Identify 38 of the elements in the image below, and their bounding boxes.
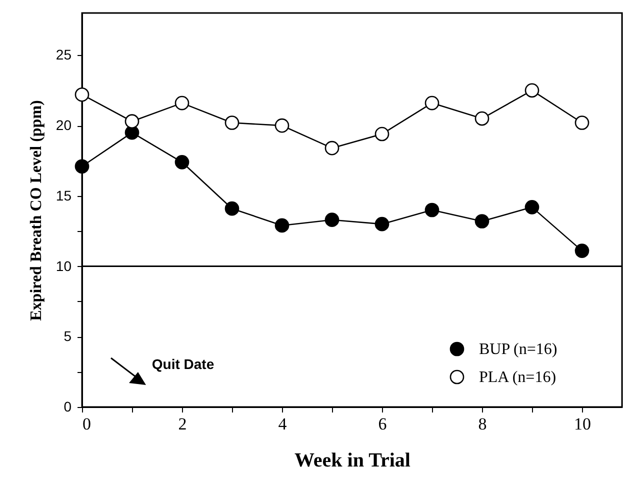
point bbox=[524, 83, 540, 98]
x-tick-label: 4 bbox=[278, 414, 288, 434]
x-tick-label: 2 bbox=[178, 414, 187, 434]
y-tick-label: 20 bbox=[56, 117, 72, 134]
point bbox=[474, 214, 490, 228]
x-tick-label: 10 bbox=[574, 414, 591, 434]
y-tick-label: 10 bbox=[56, 258, 72, 274]
point bbox=[474, 111, 490, 126]
point bbox=[324, 140, 340, 156]
point bbox=[424, 96, 440, 110]
point bbox=[124, 114, 140, 129]
y-axis-title: Expired Breath CO Level (ppm) bbox=[28, 100, 45, 321]
x-tick-label: 8 bbox=[478, 414, 487, 434]
y-tick-label: 5 bbox=[64, 328, 72, 344]
point bbox=[524, 200, 540, 214]
point bbox=[74, 87, 90, 102]
point bbox=[374, 126, 390, 142]
x-tick-label: 6 bbox=[378, 414, 387, 434]
point bbox=[324, 212, 340, 228]
point bbox=[374, 216, 390, 232]
point bbox=[424, 202, 440, 218]
point bbox=[174, 155, 190, 170]
point bbox=[274, 218, 290, 233]
y-tick-label: 15 bbox=[56, 187, 72, 204]
y-tick-label: 25 bbox=[56, 46, 72, 63]
y-tick-label: 0 bbox=[64, 398, 72, 414]
point bbox=[274, 118, 290, 133]
legend-label: PLA (n=16) bbox=[479, 369, 556, 386]
point bbox=[574, 116, 590, 130]
point bbox=[224, 201, 240, 216]
annotation: Quit Date bbox=[152, 356, 214, 372]
x-axis-title: Week in Trial bbox=[294, 450, 411, 472]
point bbox=[174, 96, 190, 110]
legend-label: BUP (n=16) bbox=[479, 341, 558, 358]
point bbox=[74, 159, 90, 174]
point bbox=[574, 244, 590, 258]
point bbox=[224, 116, 240, 130]
x-tick-label: 0 bbox=[82, 414, 91, 434]
